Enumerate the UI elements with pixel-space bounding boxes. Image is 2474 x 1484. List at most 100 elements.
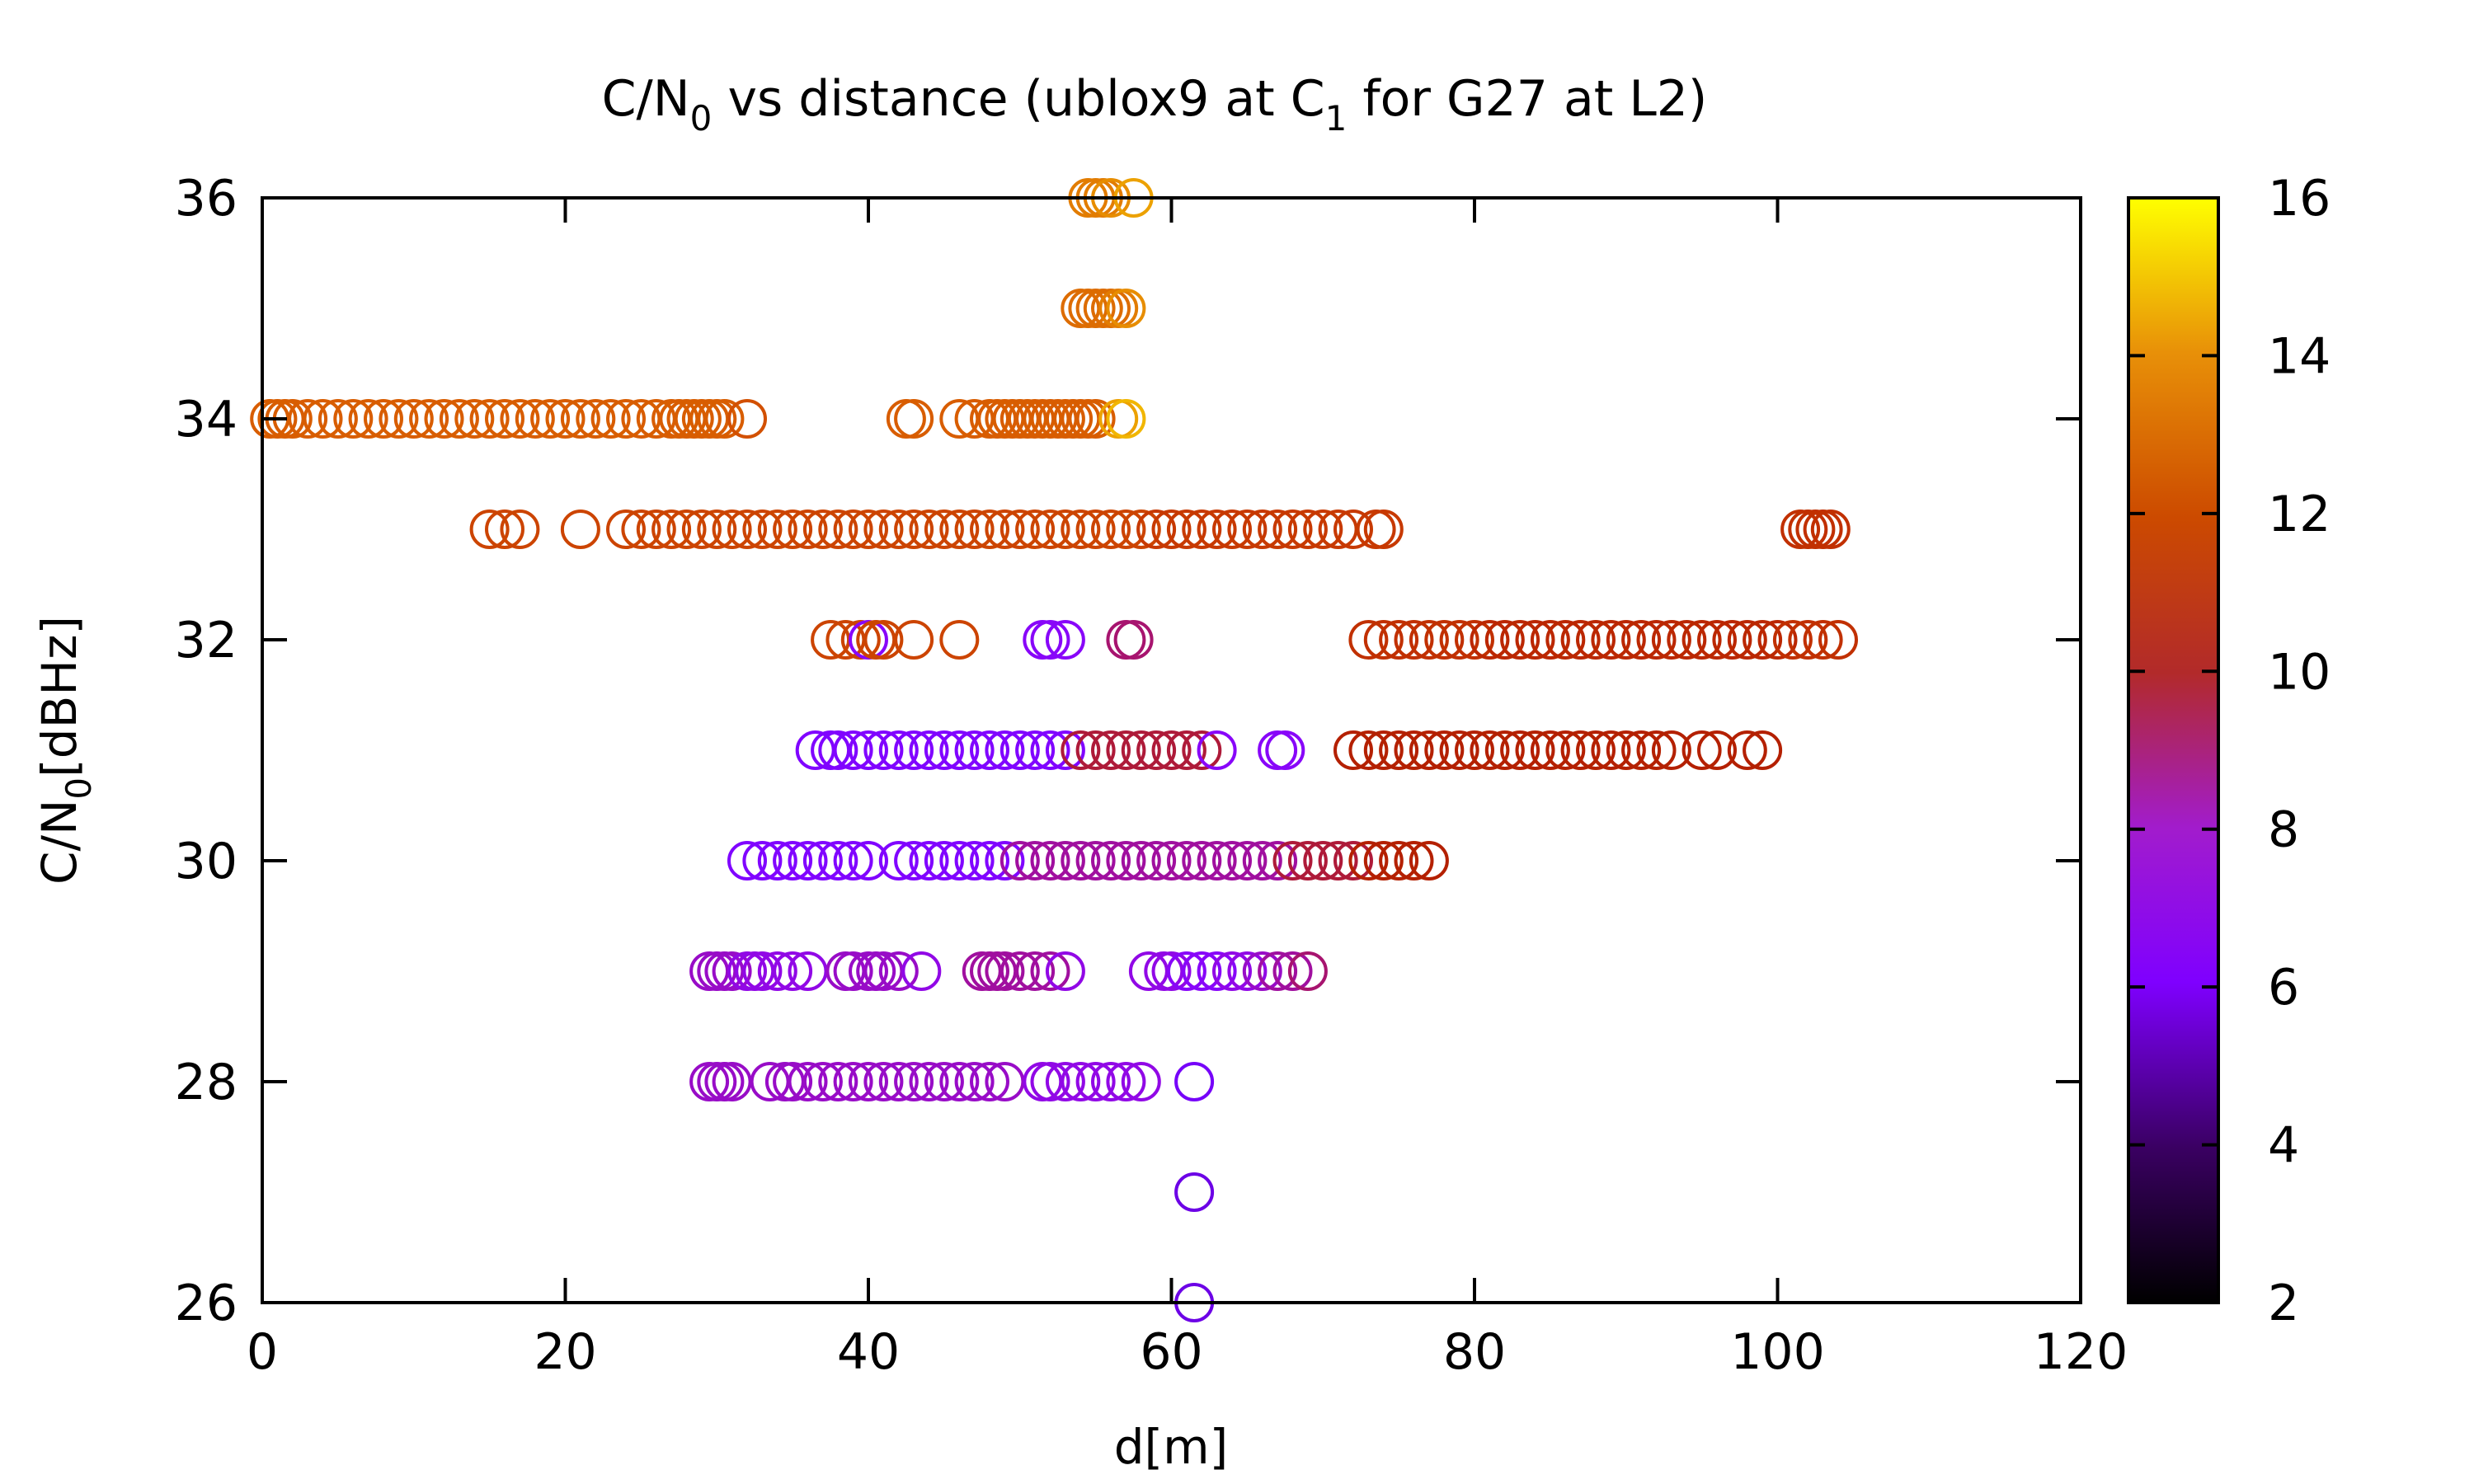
y-tick-label: 28 [175, 1054, 238, 1111]
data-point [1272, 841, 1313, 881]
data-point [1091, 1062, 1131, 1101]
data-point [1045, 620, 1085, 660]
data-point [1197, 841, 1237, 881]
data-point [878, 841, 919, 881]
data-point [560, 510, 600, 549]
data-point [1091, 730, 1131, 770]
data-point [704, 399, 745, 439]
data-point [1743, 620, 1783, 660]
data-point [999, 951, 1040, 991]
data-point [1348, 841, 1389, 881]
x-tick-label: 20 [534, 1323, 596, 1381]
data-point [924, 510, 964, 549]
data-point [1030, 1062, 1070, 1101]
data-point [742, 510, 783, 549]
data-point [1106, 620, 1146, 660]
data-point [894, 510, 934, 549]
data-point [1515, 620, 1555, 660]
data-point [545, 399, 586, 439]
data-point [939, 841, 980, 881]
data-point [1121, 841, 1161, 881]
data-point [1303, 510, 1343, 549]
data-point [1151, 951, 1192, 991]
data-point [560, 399, 600, 439]
x-tick-label: 60 [1140, 1323, 1202, 1381]
data-point [1258, 951, 1298, 991]
data-point [1379, 620, 1419, 660]
data-point [1591, 730, 1631, 770]
data-point [1545, 620, 1586, 660]
data-point [1136, 841, 1177, 881]
data-point [1136, 510, 1177, 549]
data-point [863, 510, 904, 549]
data-point [1681, 730, 1722, 770]
x-tick-label: 0 [247, 1323, 278, 1381]
colorbar: 2 4 6 8 10 12 14 16 [2127, 170, 2331, 1332]
data-point [1333, 730, 1373, 770]
colorbar-tick-label: 16 [2268, 170, 2331, 228]
data-point [1061, 841, 1101, 881]
data-point [1015, 841, 1056, 881]
data-point [1075, 730, 1116, 770]
data-point [1727, 620, 1767, 660]
colorbar-tick-label: 8 [2268, 801, 2299, 859]
data-point [1227, 510, 1268, 549]
data-point [727, 399, 767, 439]
data-point [999, 841, 1040, 881]
data-point [1803, 620, 1843, 660]
data-point [606, 399, 646, 439]
data-point [1455, 730, 1494, 770]
data-point [954, 730, 995, 770]
data-point [1272, 951, 1313, 991]
data-point [1197, 951, 1237, 991]
data-point [1121, 1062, 1161, 1101]
data-point [1606, 620, 1646, 660]
data-point [1258, 841, 1298, 881]
data-point [500, 510, 540, 549]
data-point [1455, 620, 1494, 660]
data-point [1166, 841, 1206, 881]
data-point [1651, 730, 1691, 770]
data-point [1075, 510, 1116, 549]
data-point [1030, 620, 1070, 660]
axis-ticks: 0 20 40 60 80 100 120 26 28 30 32 34 36 [175, 170, 2128, 1381]
data-point [1091, 510, 1131, 549]
data-point [424, 399, 464, 439]
data-point [849, 730, 888, 770]
data-point [970, 841, 1009, 881]
data-point [606, 510, 646, 549]
data-point [1576, 620, 1616, 660]
data-point [985, 951, 1025, 991]
data-point [1075, 1062, 1116, 1101]
chart-title: C/N0 vs distance (ublox9 at C1 for G27 a… [602, 70, 1708, 139]
data-point [1591, 620, 1631, 660]
data-point [1470, 620, 1510, 660]
data-point [833, 1062, 873, 1101]
data-point [1166, 951, 1206, 991]
plot-area [250, 178, 1858, 1322]
data-point [1439, 730, 1479, 770]
data-point [818, 841, 858, 881]
colorbar-tick-label: 10 [2268, 643, 2331, 701]
data-point [901, 951, 942, 991]
data-point [1697, 620, 1737, 660]
data-point [1287, 951, 1328, 991]
y-tick-label: 32 [175, 612, 238, 669]
data-point [788, 510, 828, 549]
data-point [924, 730, 964, 770]
data-point [999, 510, 1040, 549]
y-tick-label: 30 [175, 833, 238, 890]
data-point [1667, 620, 1707, 660]
data-point [1287, 510, 1328, 549]
data-point [1151, 510, 1192, 549]
data-point [1121, 510, 1161, 549]
data-point [1113, 620, 1154, 660]
data-point [1212, 510, 1252, 549]
data-point [1379, 841, 1419, 881]
data-point [1106, 841, 1146, 881]
data-point [1227, 951, 1268, 991]
data-point [317, 399, 358, 439]
data-point [1121, 730, 1161, 770]
data-point [1106, 289, 1146, 328]
data-point [1530, 620, 1570, 660]
